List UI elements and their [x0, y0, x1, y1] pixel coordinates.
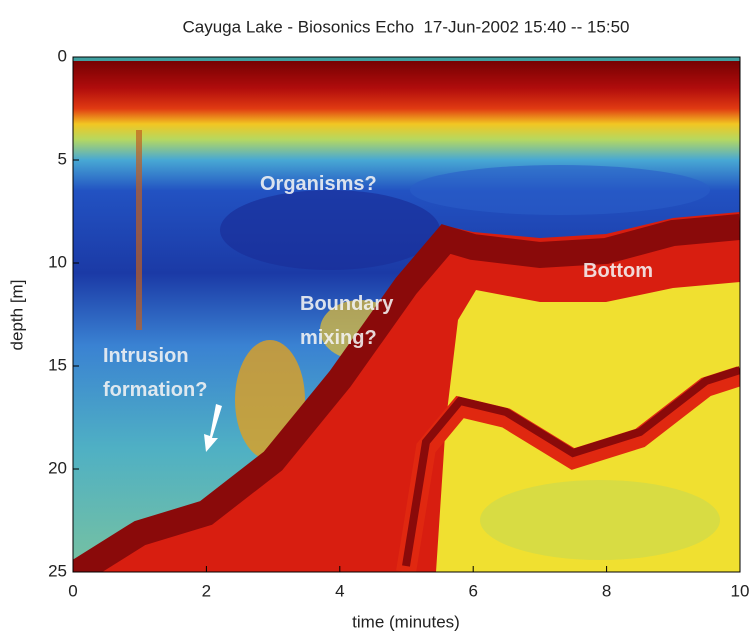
echogram-image — [73, 57, 740, 572]
annotation: formation? — [103, 379, 207, 401]
plot-frame — [72, 56, 741, 573]
y-tick-label: 5 — [58, 149, 67, 168]
x-tick-label: 2 — [202, 581, 211, 600]
annotation: Organisms? — [260, 173, 377, 195]
chart-title: Cayuga Lake - Biosonics Echo 17-Jun-2002… — [183, 17, 630, 36]
y-tick-label: 15 — [48, 355, 67, 374]
x-tick-label: 0 — [68, 581, 77, 600]
x-tick-label: 10 — [731, 581, 750, 600]
annotation: Boundary — [300, 293, 394, 315]
y-tick-label: 10 — [48, 252, 67, 271]
x-axis-label: time (minutes) — [352, 612, 460, 631]
y-tick-label: 20 — [48, 458, 67, 477]
x-tick-label: 4 — [335, 581, 344, 600]
x-tick-label: 6 — [468, 581, 477, 600]
annotation: Intrusion — [103, 345, 189, 367]
x-tick-label: 8 — [602, 581, 611, 600]
annotation: Bottom — [583, 260, 653, 282]
annotation: mixing? — [300, 327, 377, 349]
y-axis-label: depth [m] — [7, 280, 26, 351]
y-tick-label: 25 — [48, 561, 67, 580]
y-tick-label: 0 — [58, 46, 67, 65]
arrow — [204, 404, 222, 452]
